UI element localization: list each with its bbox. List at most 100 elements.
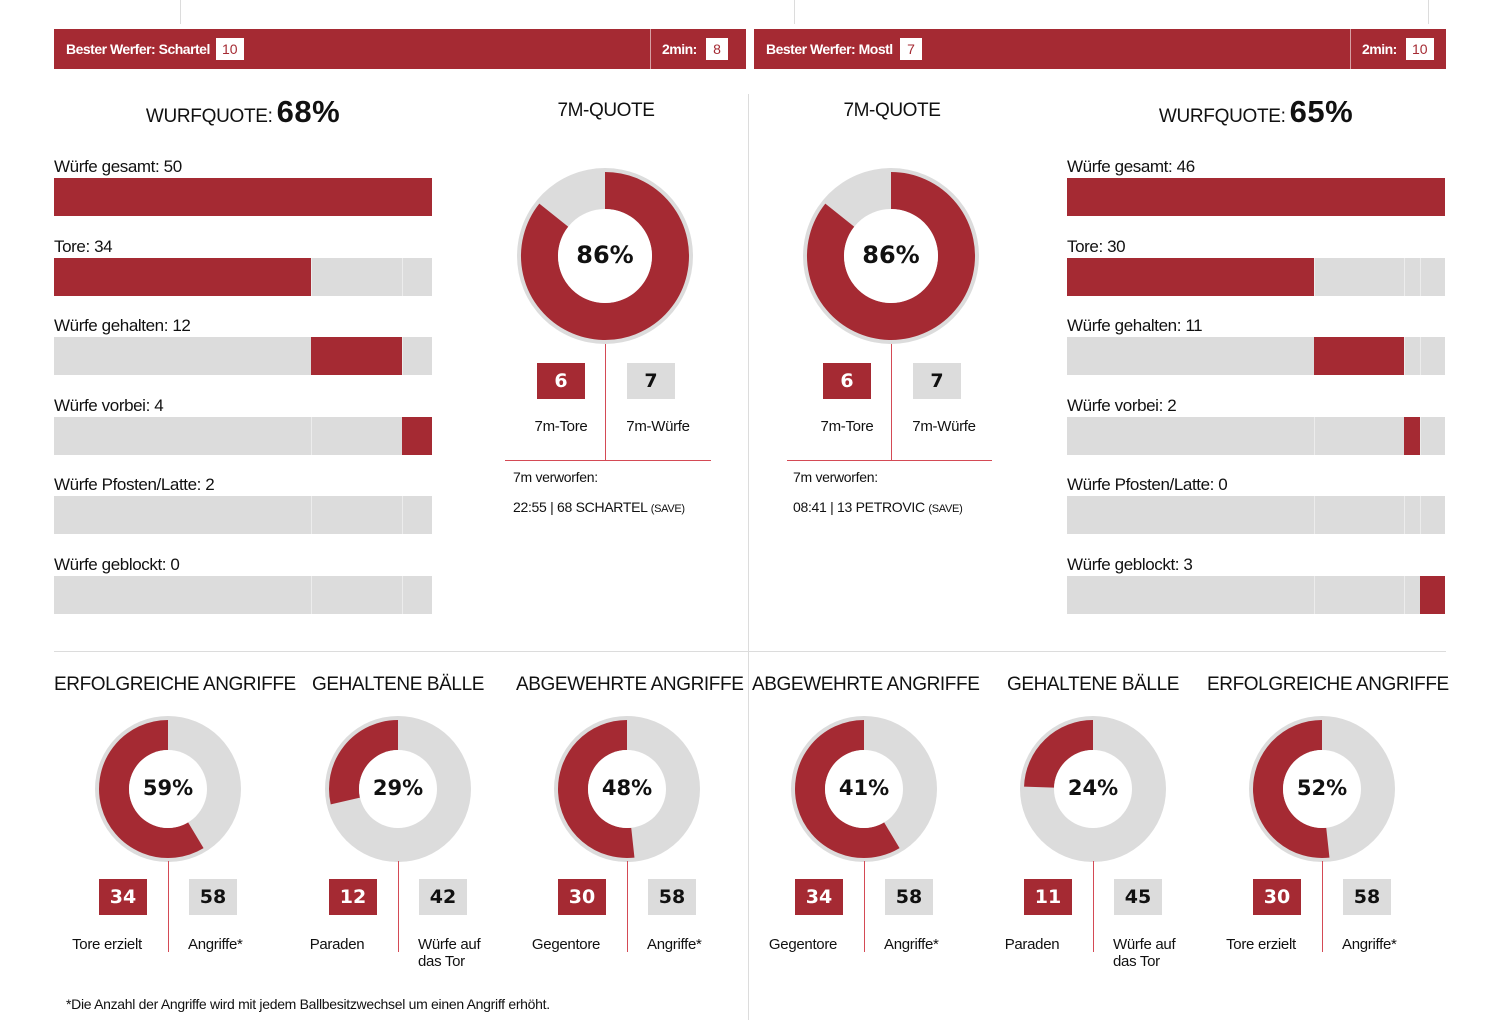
penalty-missed-label: 7m verworfen: — [793, 469, 878, 485]
throw-quota-value: 68% — [276, 94, 341, 129]
donut-hole — [825, 750, 903, 828]
two-min-label: 2min: — [1362, 41, 1397, 57]
bar-tick — [1404, 576, 1405, 614]
bar-tick — [1404, 337, 1405, 376]
bar-tick — [1314, 576, 1315, 614]
donut-stem — [627, 861, 628, 952]
donut-title: ERFOLGREICHE ANGRIFFE — [54, 674, 296, 695]
donut-hole — [359, 750, 437, 828]
donut-total: 58 — [885, 879, 933, 915]
donut-title: ERFOLGREICHE ANGRIFFE — [1207, 674, 1449, 695]
donut-percent: 86% — [576, 241, 634, 270]
best-thrower-label: Bester Werfer: Schartel — [66, 41, 210, 57]
bar-segment — [54, 178, 432, 216]
bar-tick — [1420, 496, 1421, 535]
bar-segment — [54, 257, 311, 296]
penalty-missed-entry: 08:41 | 13 PETROVIC (SAVE) — [793, 499, 963, 515]
donut-hole — [558, 209, 652, 303]
bar-label: Würfe Pfosten/Latte: 0 — [1067, 475, 1228, 495]
donut-total: 58 — [648, 879, 696, 915]
donut-total: 58 — [189, 879, 237, 915]
best-thrower-label: Bester Werfer: Mostl — [766, 41, 893, 57]
donut-stem — [1322, 861, 1323, 952]
donut-value: 11 — [1024, 879, 1072, 915]
bar-label: Würfe gehalten: 12 — [54, 316, 191, 336]
donut-hole — [1054, 750, 1132, 828]
donut-percent: 59% — [142, 775, 194, 800]
donut-stem — [1093, 861, 1094, 952]
donut-value: 34 — [795, 879, 843, 915]
bar-tick — [1420, 337, 1421, 376]
donut-arc — [807, 172, 975, 340]
donut-arc — [329, 720, 399, 805]
donut-total-label: Angriffe* — [1342, 936, 1397, 953]
bar-tick — [402, 257, 403, 296]
bar-label: Würfe geblockt: 0 — [54, 555, 180, 574]
penalty-goals-label: 7m-Tore — [820, 418, 874, 435]
bar-track — [1067, 496, 1445, 535]
header-divider — [650, 29, 651, 69]
bar-segment — [1067, 178, 1445, 216]
donut-arc — [1024, 720, 1094, 789]
penalty-rule — [787, 460, 992, 461]
bar-tick — [402, 337, 403, 376]
donut-percent: 41% — [838, 775, 890, 800]
left-throw-quota: WURFQUOTE: 68% — [54, 94, 432, 134]
bar-track — [1067, 416, 1445, 455]
penalty-goals: 6 — [537, 363, 585, 399]
donut-chart — [803, 168, 979, 344]
bar-segment — [1314, 337, 1404, 376]
bar-track — [1067, 337, 1445, 376]
penalty-missed-note: (SAVE) — [928, 503, 963, 515]
bar-track — [54, 257, 432, 296]
bar-track — [1067, 576, 1445, 614]
section-divider — [54, 651, 1446, 652]
donut-title: GEHALTENE BÄLLE — [311, 674, 485, 695]
center-divider — [748, 94, 749, 1020]
bar-tick — [1420, 257, 1421, 296]
bar-track — [54, 496, 432, 535]
best-thrower-goals: 10 — [216, 38, 244, 60]
bar-tick — [1404, 257, 1405, 296]
two-min-value: 10 — [1406, 38, 1434, 60]
donut-chart — [791, 716, 937, 862]
donut-stem — [168, 861, 169, 952]
donut-chart — [95, 716, 241, 862]
bar-tick — [311, 416, 312, 455]
bar-track — [54, 178, 432, 216]
penalty-stem — [605, 344, 606, 461]
bar-segment — [402, 416, 432, 455]
donut-total-label: Angriffe* — [884, 936, 939, 953]
donut-title: ABGEWEHRTE ANGRIFFE — [516, 674, 744, 695]
penalty-missed-note: (SAVE) — [650, 503, 685, 515]
bar-label: Würfe gehalten: 11 — [1067, 316, 1203, 336]
penalty-attempts-label: 7m-Würfe — [912, 418, 976, 435]
donut-percent: 86% — [862, 241, 920, 270]
donut-arc — [1253, 720, 1330, 858]
bar-tick — [1314, 416, 1315, 455]
bar-tick — [1404, 496, 1405, 535]
donut-stem — [864, 861, 865, 952]
donut-hole — [844, 209, 938, 303]
penalty-title: 7M-QUOTE — [557, 100, 655, 121]
donut-chart — [1020, 716, 1166, 862]
donut-chart — [325, 716, 471, 862]
bar-segment — [1404, 416, 1420, 455]
donut-value-label: Gegentore — [768, 936, 838, 953]
bar-segment — [311, 337, 402, 376]
penalty-missed-label: 7m verworfen: — [513, 469, 598, 485]
bar-tick — [402, 576, 403, 614]
penalty-rule — [505, 460, 711, 461]
throw-quota-label: WURFQUOTE: — [145, 106, 273, 127]
bar-label: Würfe gesamt: 46 — [1067, 157, 1195, 176]
top-divider — [180, 0, 181, 24]
donut-value-label: Tore erzielt — [1226, 936, 1296, 953]
donut-title: ABGEWEHRTE ANGRIFFE — [752, 674, 980, 695]
donut-title: GEHALTENE BÄLLE — [1006, 674, 1180, 695]
bar-track — [54, 416, 432, 455]
penalty-goals-label: 7m-Tore — [534, 418, 588, 435]
bar-label: Würfe vorbei: 2 — [1067, 395, 1177, 415]
header-divider — [1350, 29, 1351, 69]
donut-arc — [795, 720, 900, 858]
best-thrower-goals: 7 — [900, 38, 922, 60]
